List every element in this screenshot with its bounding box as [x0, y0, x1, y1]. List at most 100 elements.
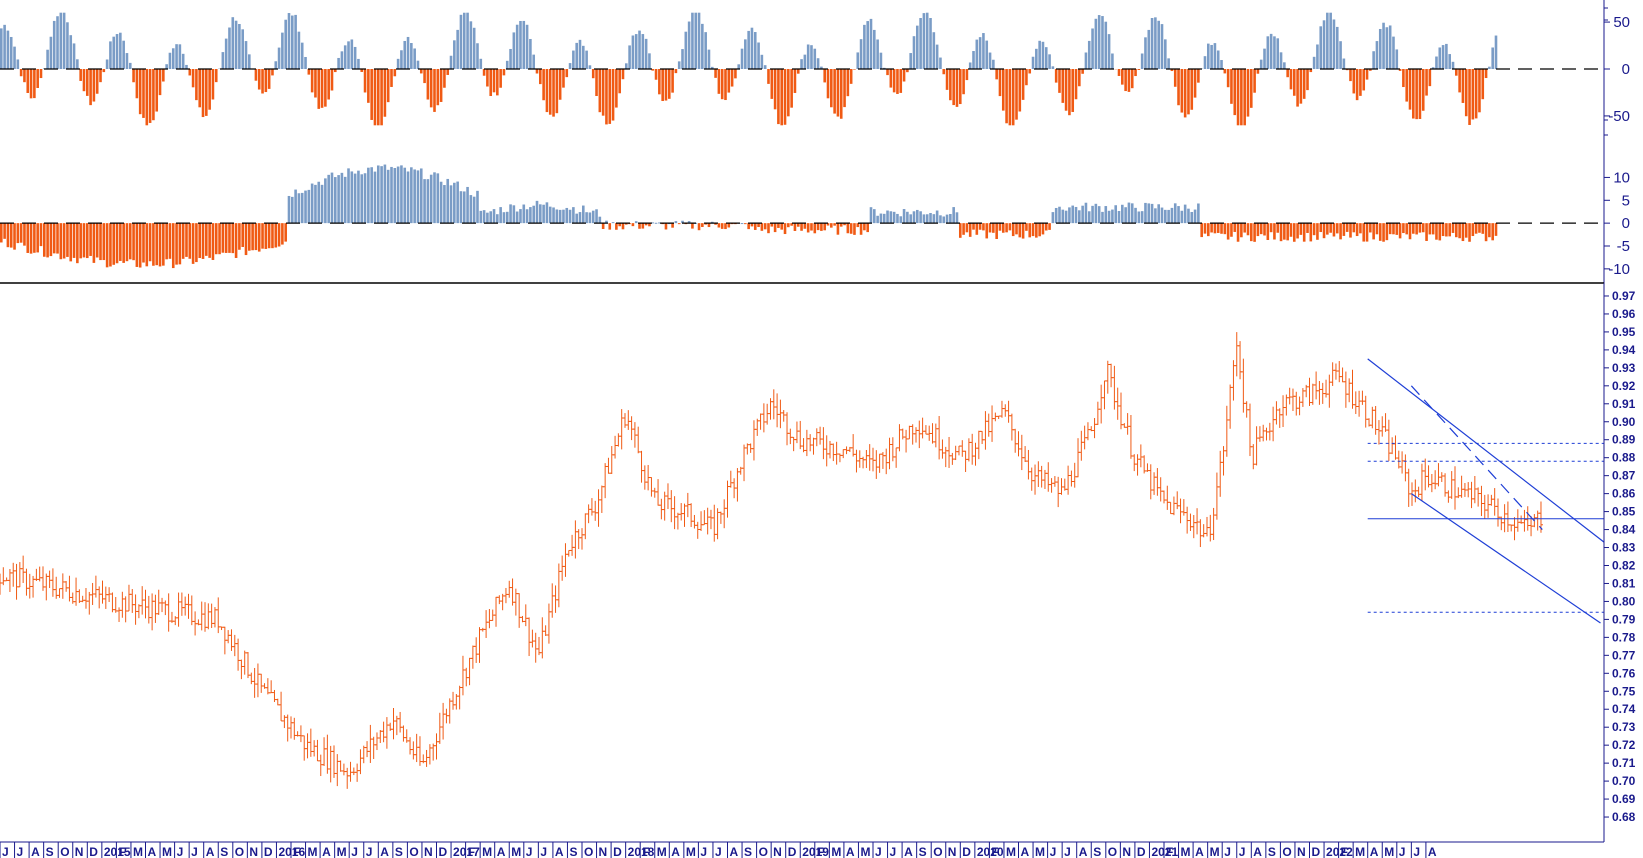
upper-bar	[1425, 69, 1428, 96]
lower-bar	[886, 210, 889, 224]
x-tick-label: S	[919, 845, 927, 858]
upper-bar	[1435, 56, 1438, 69]
upper-bar	[1081, 69, 1084, 74]
upper-bar	[6, 30, 10, 69]
lower-bar	[1200, 223, 1203, 238]
upper-bar	[1468, 69, 1471, 125]
lower-bar	[264, 223, 268, 249]
lower-bar	[1074, 206, 1078, 224]
lower-bar	[519, 209, 522, 224]
upper-bar	[816, 58, 820, 69]
upper-bar	[525, 24, 529, 70]
upper-bar	[1329, 12, 1332, 70]
upper-bar	[499, 69, 502, 88]
lower-bar	[1488, 223, 1491, 238]
lower-bar	[386, 169, 390, 224]
lower-bar	[353, 173, 357, 224]
x-tick-label: M	[133, 845, 143, 858]
upper-bar	[1094, 18, 1098, 69]
upper-bar	[297, 31, 301, 69]
upper-bar	[1289, 69, 1293, 90]
price-y-tick-label: 0.72	[1612, 738, 1636, 752]
lower-bar	[320, 184, 324, 224]
lower-bar	[367, 167, 370, 224]
lower-bar	[1068, 207, 1071, 224]
upper-bar	[720, 69, 724, 100]
lower-bar	[750, 223, 754, 227]
lower-bar	[1114, 205, 1118, 224]
lower-bar	[1342, 223, 1346, 236]
upper-bar	[1349, 69, 1352, 82]
x-tick-label: F	[1166, 845, 1173, 858]
upper-bar	[598, 69, 602, 113]
upper-bar	[211, 69, 215, 100]
upper-bar	[234, 20, 238, 69]
lower-bar	[790, 223, 793, 226]
upper-bar	[899, 69, 903, 93]
x-tick-label: J	[526, 845, 533, 858]
lower-bar	[671, 223, 674, 228]
lower-bar	[171, 223, 175, 269]
upper-bar	[714, 69, 717, 78]
x-tick-label: N	[424, 845, 433, 858]
upper-bar	[82, 69, 86, 92]
upper-bar	[231, 17, 235, 69]
lower-bar	[1392, 223, 1395, 235]
x-tick-label: M	[308, 845, 318, 858]
lower-bar	[1035, 223, 1038, 238]
upper-bar	[443, 69, 446, 88]
upper-bar	[363, 69, 367, 93]
lower-bar	[410, 167, 413, 224]
upper-bar	[79, 69, 82, 81]
lower-bar	[115, 223, 119, 264]
upper-bar	[383, 69, 387, 117]
lower-bar	[1216, 223, 1220, 233]
lower-bar	[568, 209, 572, 224]
trendline	[1410, 385, 1543, 530]
upper-bar	[1157, 20, 1160, 69]
upper-bar	[1101, 16, 1104, 69]
lower-bar	[429, 174, 433, 224]
lower-bar	[66, 223, 69, 257]
upper-y-tick-label: -50	[1608, 108, 1630, 125]
lower-bar	[119, 223, 122, 261]
lower-bar	[486, 212, 489, 224]
lower-bar	[112, 223, 116, 265]
lower-bar	[1481, 223, 1485, 234]
upper-bar	[333, 69, 337, 73]
lower-bar	[1269, 223, 1273, 233]
x-tick-label: D	[89, 845, 98, 858]
upper-bar	[628, 45, 631, 69]
lower-bar	[849, 223, 853, 234]
price-y-tick-label: 0.89	[1612, 433, 1636, 447]
lower-bar	[42, 223, 46, 257]
upper-bar	[426, 69, 430, 100]
lower-bar	[291, 196, 294, 224]
lower-bar	[853, 223, 856, 235]
upper-bar	[552, 69, 555, 117]
upper-bar	[307, 69, 311, 75]
lower-bar	[1157, 204, 1160, 224]
lower-bar	[496, 214, 499, 224]
upper-bar	[1372, 51, 1375, 69]
upper-bar	[1074, 69, 1078, 100]
lower-bar	[777, 223, 780, 228]
lower-bar	[446, 178, 450, 224]
upper-bar	[830, 69, 833, 108]
upper-bar	[201, 69, 205, 118]
upper-bar	[982, 33, 985, 69]
lower-bar	[310, 183, 314, 224]
upper-bar	[462, 12, 466, 70]
lower-bar	[102, 223, 106, 261]
upper-bar	[1091, 28, 1094, 69]
upper-bar	[1494, 35, 1498, 69]
upper-bar	[955, 69, 959, 107]
upper-bar	[39, 69, 43, 79]
lower-bar	[211, 223, 215, 260]
lower-bar	[363, 173, 367, 224]
upper-bar	[62, 12, 66, 70]
upper-bar	[125, 53, 129, 69]
lower-bar	[396, 166, 400, 224]
upper-bar	[932, 32, 936, 69]
lower-bar	[390, 166, 393, 224]
